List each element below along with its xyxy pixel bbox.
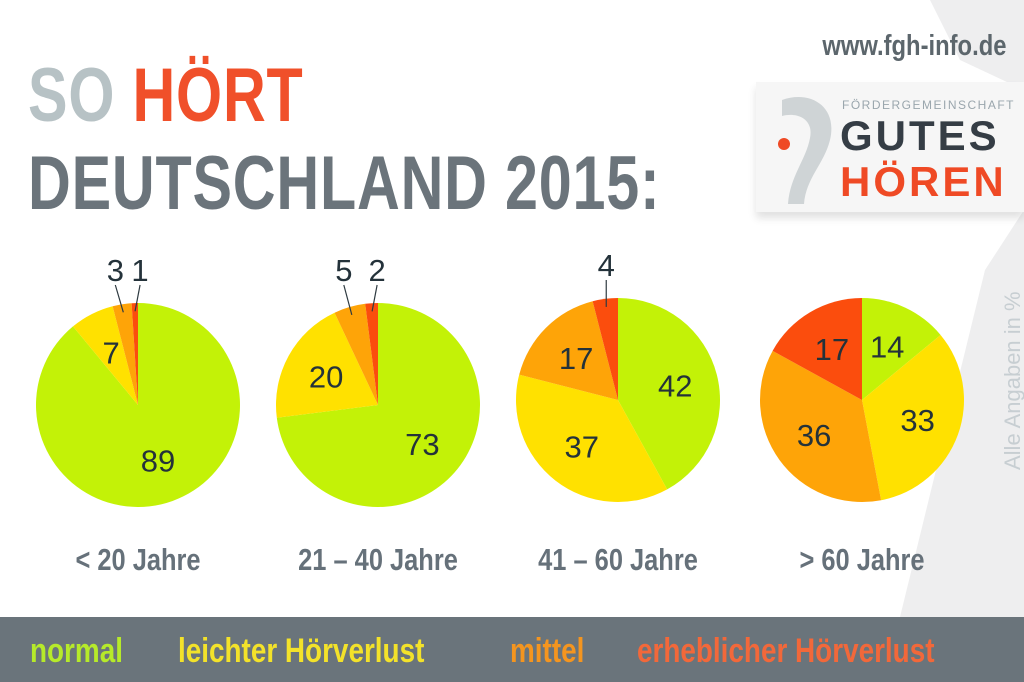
pie-2-leader-line-mittel	[343, 284, 353, 316]
units-note: Alle Angaben in %	[1000, 291, 1024, 470]
logo-subtitle: FÖRDERGEMEINSCHAFT	[842, 98, 1016, 112]
legend-leichter-hoerverlust: leichter Hörverlust	[178, 632, 425, 670]
pie-2-slice-mittel	[334, 303, 378, 405]
pie-4-slice-erheblich	[772, 298, 862, 400]
title-hoert: HÖRT	[132, 53, 304, 138]
legend-bar	[0, 617, 1024, 682]
legend-normal: normal	[30, 632, 123, 670]
ear-logo-icon	[778, 97, 832, 204]
title-so: SO	[28, 53, 116, 138]
logo-hoeren: HÖREN	[840, 158, 1007, 205]
title-line-1: SO HÖRT	[28, 52, 304, 139]
pie-3-value-label-normal: 42	[658, 368, 692, 403]
pie-2-slice-erheblich	[365, 303, 378, 405]
pie-4-value-label-leicht: 33	[900, 403, 934, 438]
legend-mittel: mittel	[510, 632, 585, 670]
pie-3-value-label-mittel: 17	[559, 341, 593, 376]
legend-erheblicher-hoerverlust: erheblicher Hörverlust	[637, 632, 935, 670]
pie-3-slice-normal	[618, 298, 721, 490]
age-label-3: 41 – 60 Jahre	[538, 542, 698, 577]
pie-3-slice-leicht	[516, 374, 668, 503]
pie-3-slice-erheblich	[592, 298, 618, 400]
pie-4-slice-mittel	[760, 350, 882, 502]
pie-2-value-label-erheblich: 2	[368, 253, 385, 288]
pie-2-value-label-normal: 73	[405, 427, 439, 462]
pie-2-slice-leicht	[276, 312, 378, 418]
logo-gutes: GUTES	[840, 112, 1000, 159]
pie-3-slice-mittel	[519, 301, 618, 400]
pie-1-value-label-normal: 89	[141, 444, 175, 479]
pie-4-slice-normal	[862, 298, 941, 400]
pie-1-value-label-mittel: 3	[107, 253, 124, 288]
pie-1-leader-line-erheblich	[134, 284, 141, 312]
pie-4-value-label-normal: 14	[870, 329, 904, 364]
age-label-4: > 60 Jahre	[799, 542, 925, 577]
pie-2-slice-normal	[276, 303, 480, 507]
pie-2-value-label-leicht: 20	[309, 359, 343, 394]
pie-2-leader-line-erheblich	[371, 284, 378, 312]
pie-4-value-label-erheblich: 17	[815, 332, 849, 367]
pie-1-leader-line-mittel	[114, 284, 124, 313]
pie-1-value-label-erheblich: 1	[131, 253, 148, 288]
pie-2-value-label-mittel: 5	[335, 253, 352, 288]
pie-1-slice-mittel	[112, 303, 138, 405]
pie-1-slice-erheblich	[131, 303, 138, 405]
age-label-2: 21 – 40 Jahre	[298, 542, 458, 577]
fgh-logo: FÖRDERGEMEINSCHAFT GUTES HÖREN	[756, 82, 1024, 212]
pie-4-value-label-mittel: 36	[797, 418, 831, 453]
pie-3-value-label-leicht: 37	[564, 430, 598, 465]
website-link[interactable]: www.fgh-info.de	[821, 30, 1006, 62]
pie-1-slice-leicht	[72, 306, 138, 405]
title-line-2: DEUTSCHLAND 2015:	[28, 141, 661, 226]
pie-4-slice-leicht	[862, 334, 964, 501]
pie-3-value-label-erheblich: 4	[598, 248, 615, 283]
age-label-1: < 20 Jahre	[75, 542, 201, 577]
pie-1-value-label-leicht: 7	[103, 335, 120, 370]
